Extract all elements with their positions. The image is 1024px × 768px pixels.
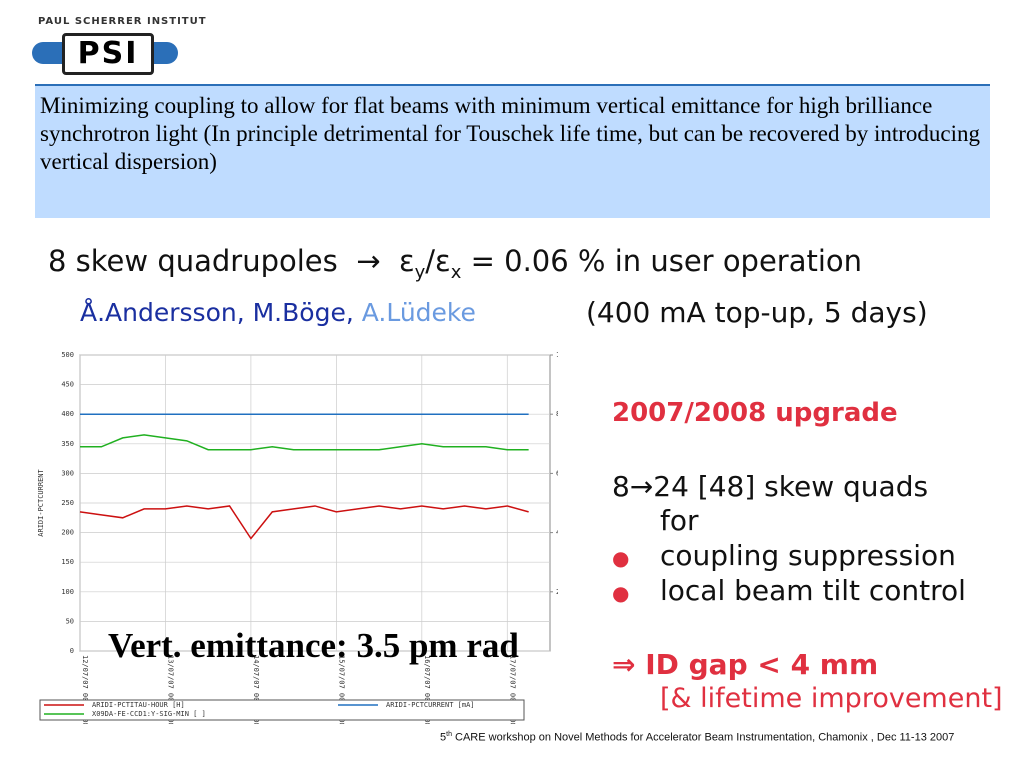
- series-line: [80, 434, 529, 451]
- text: 5: [440, 731, 447, 744]
- y-tick-label: 250: [61, 499, 74, 507]
- x-tick-label: 14/07/07 00:00:00: [252, 655, 260, 724]
- y-tick-label: 500: [61, 351, 74, 359]
- sub: y: [414, 261, 426, 283]
- text: A.Lüdeke: [361, 298, 476, 327]
- rule: [35, 84, 990, 86]
- text: local beam tilt control: [660, 574, 966, 607]
- legend-label: ARIDI-PCTCURRENT [mA]: [386, 701, 475, 709]
- headline: 8 skew quadrupoles → εy/εx = 0.06 % in u…: [48, 244, 862, 283]
- institute: PAUL SCHERRER INSTITUT: [38, 16, 207, 27]
- sub: x: [450, 261, 462, 283]
- text: CARE workshop on Novel Methods for Accel…: [455, 731, 955, 744]
- dot: ●: [612, 581, 630, 605]
- arrow: ⇒: [612, 648, 636, 681]
- footer: 5th CARE workshop on Novel Methods for A…: [440, 731, 954, 744]
- y2-tick-label: 2: [556, 588, 558, 596]
- text: ε: [398, 244, 415, 278]
- result: ⇒ ID gap < 4 mm: [612, 648, 878, 681]
- text: ID gap < 4 mm: [645, 648, 879, 681]
- y-tick-label: 50: [66, 617, 74, 625]
- sup: th: [446, 731, 452, 738]
- x-tick-label: 13/07/07 00:00:00: [166, 655, 174, 724]
- upgrade-line: 8→24 [48] skew quads: [612, 470, 929, 503]
- arrow: →: [356, 244, 381, 278]
- x-tick-label: 16/07/07 00:00:00: [423, 655, 431, 724]
- upgrade-line: for: [660, 504, 699, 537]
- annotation: Vert. emittance: 3.5 pm rad: [108, 626, 519, 665]
- chart: 0 50 100 150 200 250 300 350 400 450 500 2 4 6 8 10 12/0…: [38, 351, 558, 724]
- conditions: (400 mA top-up, 5 days): [586, 296, 928, 329]
- y-axis-label: ARIDI-PCTCURRENT: [38, 469, 45, 537]
- y2-tick-label: 6: [556, 469, 558, 477]
- text: 8 skew quadrupoles: [48, 244, 338, 278]
- text: Å.Andersson, M.Böge,: [80, 298, 354, 327]
- y-tick-label: 300: [61, 469, 74, 477]
- y-tick-label: 200: [61, 529, 74, 537]
- intro: Minimizing coupling to allow for flat be…: [35, 86, 990, 218]
- text: = 0.06 % in user operation: [470, 244, 863, 278]
- x-tick-label: 12/07/07 00:00:00: [81, 655, 89, 724]
- y-tick-label: 450: [61, 381, 74, 389]
- logo: PSI: [62, 33, 154, 75]
- y2-tick-label: 4: [556, 529, 558, 537]
- legend-box: [39, 699, 525, 721]
- y-tick-label: 350: [61, 440, 74, 448]
- legend-label: X09DA-FE-CCD1:Y-SIG-MIN [ ]: [92, 710, 206, 718]
- y2-tick-label: 8: [556, 410, 558, 418]
- bullet: ● local beam tilt control: [612, 574, 966, 607]
- y2-tick-label: 10: [556, 351, 558, 359]
- x-tick-label: 17/07/07 00:00:00: [508, 655, 516, 724]
- series-line: [79, 505, 529, 540]
- y-tick-label: 400: [61, 410, 74, 418]
- bullet: ● coupling suppression: [612, 539, 956, 572]
- y-tick-label: 150: [61, 558, 74, 566]
- text: /ε: [425, 244, 451, 278]
- text: coupling suppression: [660, 539, 956, 572]
- upgrade-title: 2007/2008 upgrade: [612, 398, 898, 428]
- y-tick-label: 100: [61, 588, 74, 596]
- note: [& lifetime improvement]: [660, 683, 1003, 714]
- legend-label: ARIDI-PCTITAU-HOUR [H]: [92, 701, 185, 709]
- authors: Å.Andersson, M.Böge, A.Lüdeke: [80, 298, 476, 327]
- x-tick-label: 15/07/07 00:00:00: [337, 655, 345, 724]
- dot: ●: [612, 546, 630, 570]
- y-tick-label: 0: [70, 647, 74, 655]
